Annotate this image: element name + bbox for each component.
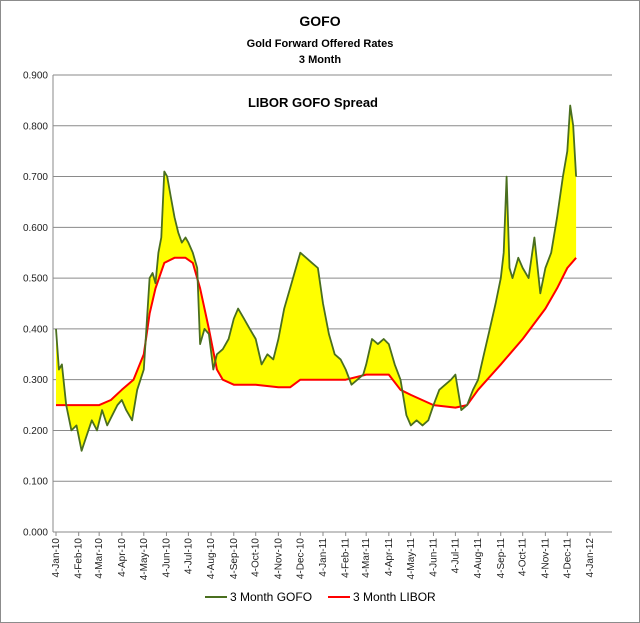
x-tick-label: 4-Sep-10 (229, 538, 240, 580)
x-tick-label: 4-Feb-11 (341, 538, 352, 578)
y-tick-label: 0.200 (23, 426, 48, 437)
gridlines (53, 74, 612, 482)
x-tick-label: 4-Mar-10 (94, 538, 105, 579)
x-tick-label: 4-Nov-11 (540, 538, 551, 579)
y-tick-label: 0.900 (23, 71, 48, 82)
y-tick-label: 0.400 (23, 324, 48, 335)
chart-subtitle-2: 3 Month (299, 54, 341, 66)
spread-fill (56, 105, 577, 451)
axes (52, 75, 612, 533)
x-tick-label: 4-May-11 (406, 538, 417, 580)
x-tick-labels: 4-Jan-10 4-Feb-10 4-Mar-10 4-Apr-10 4-May-10… (51, 532, 596, 580)
y-tick-label: 0.600 (23, 223, 48, 234)
spread-fill-area (56, 105, 577, 451)
x-tick-label: 4-Jan-12 (585, 538, 596, 578)
x-tick-label: 4-Feb-10 (74, 538, 85, 579)
x-tick-label: 4-Oct-10 (251, 538, 262, 577)
x-tick-label: 4-Aug-10 (206, 538, 217, 580)
x-tick-label: 4-Aug-11 (473, 538, 484, 579)
x-tick-label: 4-May-10 (139, 538, 150, 581)
x-tick-label: 4-Sep-11 (496, 538, 507, 579)
y-tick-label: 0.300 (23, 375, 48, 386)
x-tick-label: 4-Jan-10 (51, 538, 62, 578)
series-lines (55, 104, 577, 452)
x-tick-label: 4-Jan-11 (318, 538, 329, 577)
x-tick-label: 4-Apr-10 (117, 538, 128, 577)
x-tick-label: 4-Oct-11 (518, 538, 529, 577)
x-tick-label: 4-Mar-11 (361, 538, 372, 578)
chart-subtitle-1: Gold Forward Offered Rates (247, 38, 394, 50)
gofo-series-line (55, 104, 577, 452)
x-tick-label: 4-Dec-10 (295, 538, 306, 580)
y-tick-label: 0.700 (23, 172, 48, 183)
spread-annotation: LIBOR GOFO Spread (248, 95, 378, 110)
x-tick-label: 4-Jun-11 (428, 538, 439, 577)
chart-title: GOFO (299, 13, 340, 29)
y-tick-label: 0.100 (23, 477, 48, 488)
legend: 3 Month GOFO 3 Month LIBOR (205, 590, 436, 604)
x-tick-label: 4-Nov-10 (273, 538, 284, 580)
y-tick-label: 0.500 (23, 274, 48, 285)
x-tick-label: 4-Jul-11 (450, 538, 461, 574)
y-tick-label: 0.000 (23, 528, 48, 539)
x-tick-label: 4-Dec-11 (562, 538, 573, 579)
y-tick-labels: 0.000 0.100 0.200 0.300 0.400 0.500 0.600 0.700… (23, 71, 48, 539)
legend-gofo-label: 3 Month GOFO (230, 590, 312, 604)
y-tick-label: 0.800 (23, 121, 48, 132)
x-tick-label: 4-Apr-11 (384, 538, 395, 577)
x-tick-label: 4-Jun-10 (161, 538, 172, 578)
legend-libor-label: 3 Month LIBOR (353, 590, 436, 604)
x-tick-label: 4-Jul-10 (183, 538, 194, 575)
